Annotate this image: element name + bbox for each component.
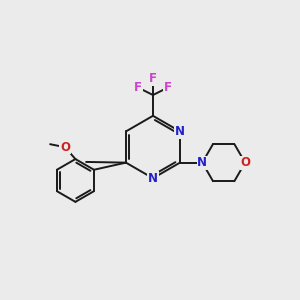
Text: O: O [240, 156, 250, 169]
Text: F: F [164, 81, 172, 94]
Text: N: N [197, 156, 207, 169]
Text: O: O [60, 141, 70, 154]
Text: N: N [175, 125, 185, 138]
Text: F: F [149, 72, 157, 85]
Text: N: N [148, 172, 158, 185]
Text: F: F [134, 81, 142, 94]
